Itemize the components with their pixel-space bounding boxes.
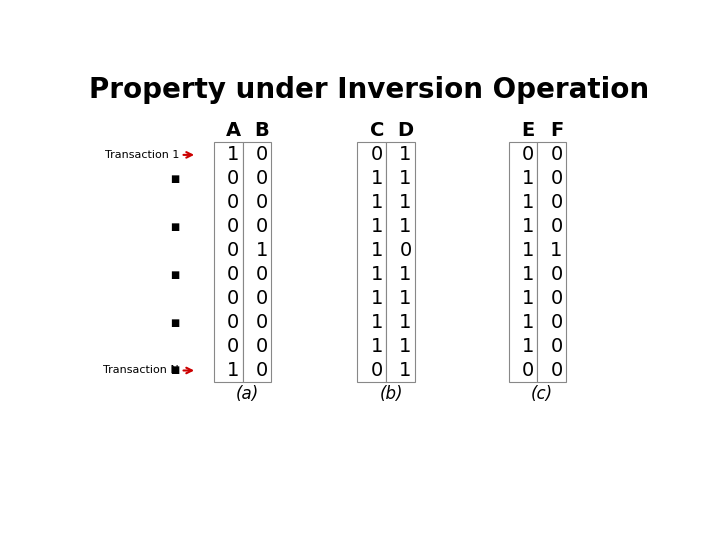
Text: 0: 0	[256, 361, 268, 380]
Text: F: F	[550, 121, 563, 140]
Text: (a): (a)	[236, 386, 259, 403]
Text: 1: 1	[371, 193, 383, 212]
Text: 1: 1	[399, 361, 412, 380]
Text: 0: 0	[550, 265, 562, 284]
Text: 1: 1	[228, 361, 240, 380]
Text: ■: ■	[170, 174, 179, 184]
Text: 0: 0	[228, 217, 240, 237]
Text: 1: 1	[399, 145, 412, 164]
Text: ■: ■	[170, 366, 179, 375]
Text: 1: 1	[522, 217, 534, 237]
Text: 0: 0	[550, 170, 562, 188]
Text: 0: 0	[228, 170, 240, 188]
Text: 1: 1	[399, 265, 412, 284]
Text: 0: 0	[256, 313, 268, 332]
Text: 1: 1	[522, 193, 534, 212]
Text: 0: 0	[228, 193, 240, 212]
Text: 0: 0	[371, 145, 383, 164]
Text: 1: 1	[522, 170, 534, 188]
Text: 0: 0	[550, 337, 562, 356]
Text: 1: 1	[399, 193, 412, 212]
Text: 0: 0	[522, 361, 534, 380]
Text: 1: 1	[399, 313, 412, 332]
Text: Transaction N: Transaction N	[104, 366, 179, 375]
Text: 0: 0	[228, 265, 240, 284]
Text: 1: 1	[522, 337, 534, 356]
Text: 0: 0	[550, 145, 562, 164]
Text: 1: 1	[399, 170, 412, 188]
Text: B: B	[255, 121, 269, 140]
Text: 1: 1	[399, 217, 412, 237]
Text: 0: 0	[256, 217, 268, 237]
Text: 1: 1	[371, 313, 383, 332]
Text: Property under Inversion Operation: Property under Inversion Operation	[89, 76, 649, 104]
Text: 0: 0	[228, 289, 240, 308]
Text: Transaction 1: Transaction 1	[104, 150, 179, 160]
Text: 0: 0	[228, 313, 240, 332]
Bar	[243, 142, 271, 382]
Bar	[537, 142, 566, 382]
Text: 0: 0	[256, 170, 268, 188]
Text: 1: 1	[522, 241, 534, 260]
Text: 0: 0	[371, 361, 383, 380]
Text: 0: 0	[522, 145, 534, 164]
Text: 1: 1	[399, 289, 412, 308]
Bar	[357, 142, 386, 382]
Text: A: A	[226, 121, 241, 140]
Text: 1: 1	[228, 145, 240, 164]
Text: (b): (b)	[379, 386, 402, 403]
Text: 1: 1	[399, 337, 412, 356]
Text: 0: 0	[256, 145, 268, 164]
Bar	[214, 142, 243, 382]
Text: 0: 0	[550, 313, 562, 332]
Text: 0: 0	[228, 241, 240, 260]
Text: 1: 1	[522, 313, 534, 332]
Text: 0: 0	[550, 289, 562, 308]
Text: 1: 1	[550, 241, 563, 260]
Text: 1: 1	[371, 265, 383, 284]
Text: ■: ■	[170, 318, 179, 328]
Bar	[386, 142, 415, 382]
Text: E: E	[521, 121, 534, 140]
Text: 0: 0	[256, 289, 268, 308]
Text: 0: 0	[228, 337, 240, 356]
Text: ■: ■	[170, 222, 179, 232]
Text: C: C	[369, 121, 384, 140]
Bar	[508, 142, 537, 382]
Text: 0: 0	[550, 193, 562, 212]
Text: (c): (c)	[531, 386, 553, 403]
Text: 0: 0	[256, 265, 268, 284]
Text: 0: 0	[550, 361, 562, 380]
Text: 1: 1	[522, 265, 534, 284]
Text: 1: 1	[371, 289, 383, 308]
Text: 0: 0	[550, 217, 562, 237]
Text: D: D	[397, 121, 413, 140]
Text: 0: 0	[400, 241, 412, 260]
Text: 1: 1	[256, 241, 269, 260]
Text: 0: 0	[256, 337, 268, 356]
Text: 1: 1	[371, 241, 383, 260]
Text: 1: 1	[522, 289, 534, 308]
Text: 1: 1	[371, 337, 383, 356]
Text: 0: 0	[256, 193, 268, 212]
Text: ■: ■	[170, 269, 179, 280]
Text: 1: 1	[371, 217, 383, 237]
Text: 1: 1	[371, 170, 383, 188]
